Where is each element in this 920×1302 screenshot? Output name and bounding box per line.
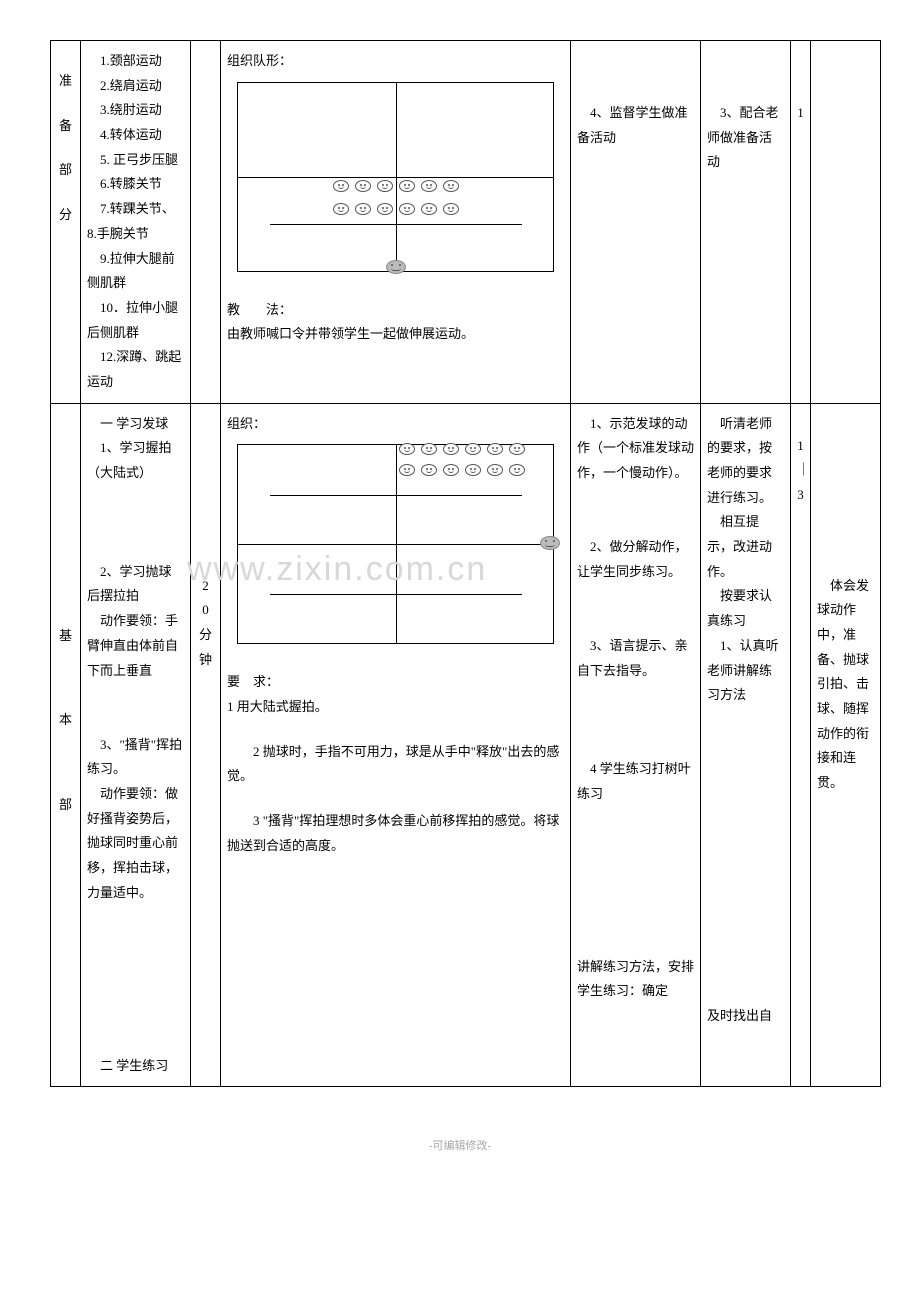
org-title: 组织：	[227, 412, 564, 437]
court-diagram-2	[237, 444, 554, 644]
prep-teacher-activity: 4、监督学生做准备活动	[571, 41, 701, 404]
req-title: 要 求：	[227, 670, 564, 695]
section-label-prep: 准 备 部 分	[51, 41, 81, 404]
basic-teacher-activity: 1、示范发球的动作（一个标准发球动作，一个慢动作）。 2、做分解动作，让学生同步…	[571, 403, 701, 1087]
req-1: 1 用大陆式握拍。	[227, 695, 564, 720]
prep-duration	[191, 41, 221, 404]
req-2: 2 抛球时，手指不可用力，球是从手中"释放"出去的感觉。	[227, 740, 564, 789]
prep-times: 1	[791, 41, 811, 404]
basic-content: 一 学习发球 1、学习握拍（大陆式） 2、学习抛球后摆拉拍 动作要领：手臂伸直由…	[81, 403, 191, 1087]
prep-organization: 组织队形： 教 法： 由教师喊口令并带领学生一起做伸展运动。	[221, 41, 571, 404]
table-row: 准 备 部 分 1.颈部运动 2.绕肩运动 3.绕肘运动 4.转体运动 5. 正…	[51, 41, 881, 404]
basic-student-activity: 听清老师的要求，按老师的要求进行练习。 相互提示，改进动作。 按要求认真练习 1…	[701, 403, 791, 1087]
prep-notes	[811, 41, 881, 404]
basic-notes: 体会发球动作中，准备、抛球引拍、击球、随挥动作的衔接和连贯。	[811, 403, 881, 1087]
lesson-plan-table: 准 备 部 分 1.颈部运动 2.绕肩运动 3.绕肘运动 4.转体运动 5. 正…	[50, 40, 881, 1087]
table-row: 基 本 部 一 学习发球 1、学习握拍（大陆式） 2、学习抛球后摆拉拍 动作要领…	[51, 403, 881, 1087]
basic-times: 1 ｜ 3	[791, 403, 811, 1087]
method-text: 由教师喊口令并带领学生一起做伸展运动。	[227, 322, 564, 347]
org-title: 组织队形：	[227, 49, 564, 74]
method-label: 教 法：	[227, 298, 564, 323]
req-3: 3 "搔背"挥拍理想时多体会重心前移挥拍的感觉。将球抛送到合适的高度。	[227, 809, 564, 858]
prep-student-activity: 3、配合老师做准备活动	[701, 41, 791, 404]
page-footer: -可编辑修改-	[50, 1137, 870, 1153]
section-label-basic: 基 本 部	[51, 403, 81, 1087]
basic-duration: 2 0 分 钟	[191, 403, 221, 1087]
basic-organization: 组织： www.zixin.com.cn 要 求： 1 用大陆式握拍。	[221, 403, 571, 1087]
teacher-icon	[540, 536, 560, 550]
court-diagram-1	[237, 82, 554, 272]
prep-content: 1.颈部运动 2.绕肩运动 3.绕肘运动 4.转体运动 5. 正弓步压腿 6.转…	[81, 41, 191, 404]
teacher-icon	[386, 260, 406, 274]
